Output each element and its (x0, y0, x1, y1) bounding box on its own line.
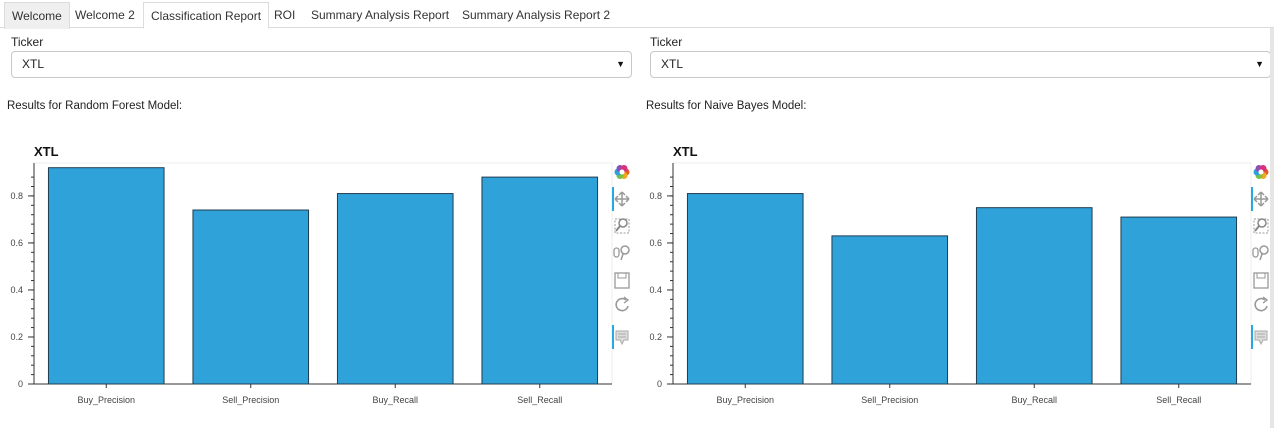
tab-classification-report[interactable]: Classification Report (143, 2, 270, 29)
bar-sell-precision (831, 235, 949, 385)
y-tick-label: 0.4 (10, 285, 23, 295)
x-tick-label: Sell_Recall (517, 395, 562, 405)
tab-welcome[interactable]: Welcome (4, 2, 70, 29)
x-tick-label: Sell_Precision (861, 395, 918, 405)
bar-sell-precision (192, 209, 310, 385)
chevron-down-icon: ▼ (1255, 59, 1264, 69)
ticker-select-value: XTL (22, 57, 45, 71)
ticker-select[interactable]: XTL ▼ (650, 51, 1271, 78)
y-tick-label: 0 (657, 379, 662, 389)
bar-buy-recall (336, 193, 454, 385)
pan-icon[interactable] (1253, 191, 1269, 207)
results-heading: Results for Naive Bayes Model: (646, 100, 807, 112)
box-zoom-icon[interactable] (1253, 218, 1269, 234)
toolbar-active-indicator (612, 325, 614, 349)
chart-title: XTL (34, 144, 59, 159)
reset-icon[interactable] (1254, 296, 1269, 312)
tab-welcome-2[interactable]: Welcome 2 (75, 8, 135, 22)
bar-buy-recall (975, 207, 1093, 385)
reset-icon[interactable] (615, 296, 630, 312)
y-tick-label: 0.4 (649, 285, 662, 295)
x-tick-label: Buy_Precision (77, 395, 135, 405)
bokeh-logo-icon[interactable] (1253, 165, 1269, 179)
bar-sell-recall (1120, 216, 1238, 385)
scrollbar[interactable] (1270, 28, 1274, 428)
bar-chart-random-forest: XTL 0 0.2 0.4 0.6 0.8 Buy_Precision Sell_Precis… (10, 144, 630, 405)
toolbar-active-indicator (1251, 325, 1253, 349)
save-icon[interactable] (1253, 272, 1269, 289)
x-tick-label: Sell_Precision (222, 395, 279, 405)
toolbar-active-indicator (1251, 187, 1253, 211)
ticker-select[interactable]: XTL ▼ (11, 51, 632, 78)
x-tick-label: Sell_Recall (1156, 395, 1201, 405)
bar-chart-naive-bayes: XTL 0 0.2 0.4 0.6 0.8 Buy_Precision Sell_Precis… (649, 144, 1269, 405)
wheel-zoom-icon[interactable] (1252, 245, 1269, 261)
y-tick-label: 0.6 (649, 238, 662, 248)
y-tick-label: 0.2 (649, 332, 662, 342)
plot-toolbar (1251, 165, 1269, 349)
chevron-down-icon: ▼ (616, 59, 625, 69)
hover-icon[interactable] (1254, 330, 1268, 346)
tab-roi[interactable]: ROI (274, 8, 296, 22)
tab-summary-analysis-report-2[interactable]: Summary Analysis Report 2 (462, 8, 611, 22)
tab-bar: Welcome Welcome 2 Classification Report … (0, 0, 1274, 29)
pan-icon[interactable] (614, 191, 630, 207)
save-icon[interactable] (614, 272, 630, 289)
ticker-label: Ticker (650, 35, 683, 49)
wheel-zoom-icon[interactable] (613, 245, 630, 261)
x-tick-label: Buy_Recall (372, 395, 418, 405)
toolbar-active-indicator (612, 187, 614, 211)
hover-icon[interactable] (615, 330, 629, 346)
bokeh-logo-icon[interactable] (614, 165, 630, 179)
x-tick-label: Buy_Precision (716, 395, 774, 405)
ticker-select-value: XTL (661, 57, 684, 71)
box-zoom-icon[interactable] (614, 218, 630, 234)
bar-buy-precision (47, 167, 165, 385)
y-tick-label: 0.8 (10, 191, 23, 201)
bar-sell-recall (481, 176, 599, 385)
y-tick-label: 0.6 (10, 238, 23, 248)
ticker-label: Ticker (11, 35, 44, 49)
plot-toolbar (612, 165, 630, 349)
y-tick-label: 0.8 (649, 191, 662, 201)
results-heading: Results for Random Forest Model: (7, 100, 183, 112)
y-tick-label: 0 (18, 379, 23, 389)
y-tick-label: 0.2 (10, 332, 23, 342)
bar-buy-precision (686, 193, 804, 385)
chart-title: XTL (673, 144, 698, 159)
tab-summary-analysis-report[interactable]: Summary Analysis Report (311, 8, 450, 22)
x-tick-label: Buy_Recall (1011, 395, 1057, 405)
